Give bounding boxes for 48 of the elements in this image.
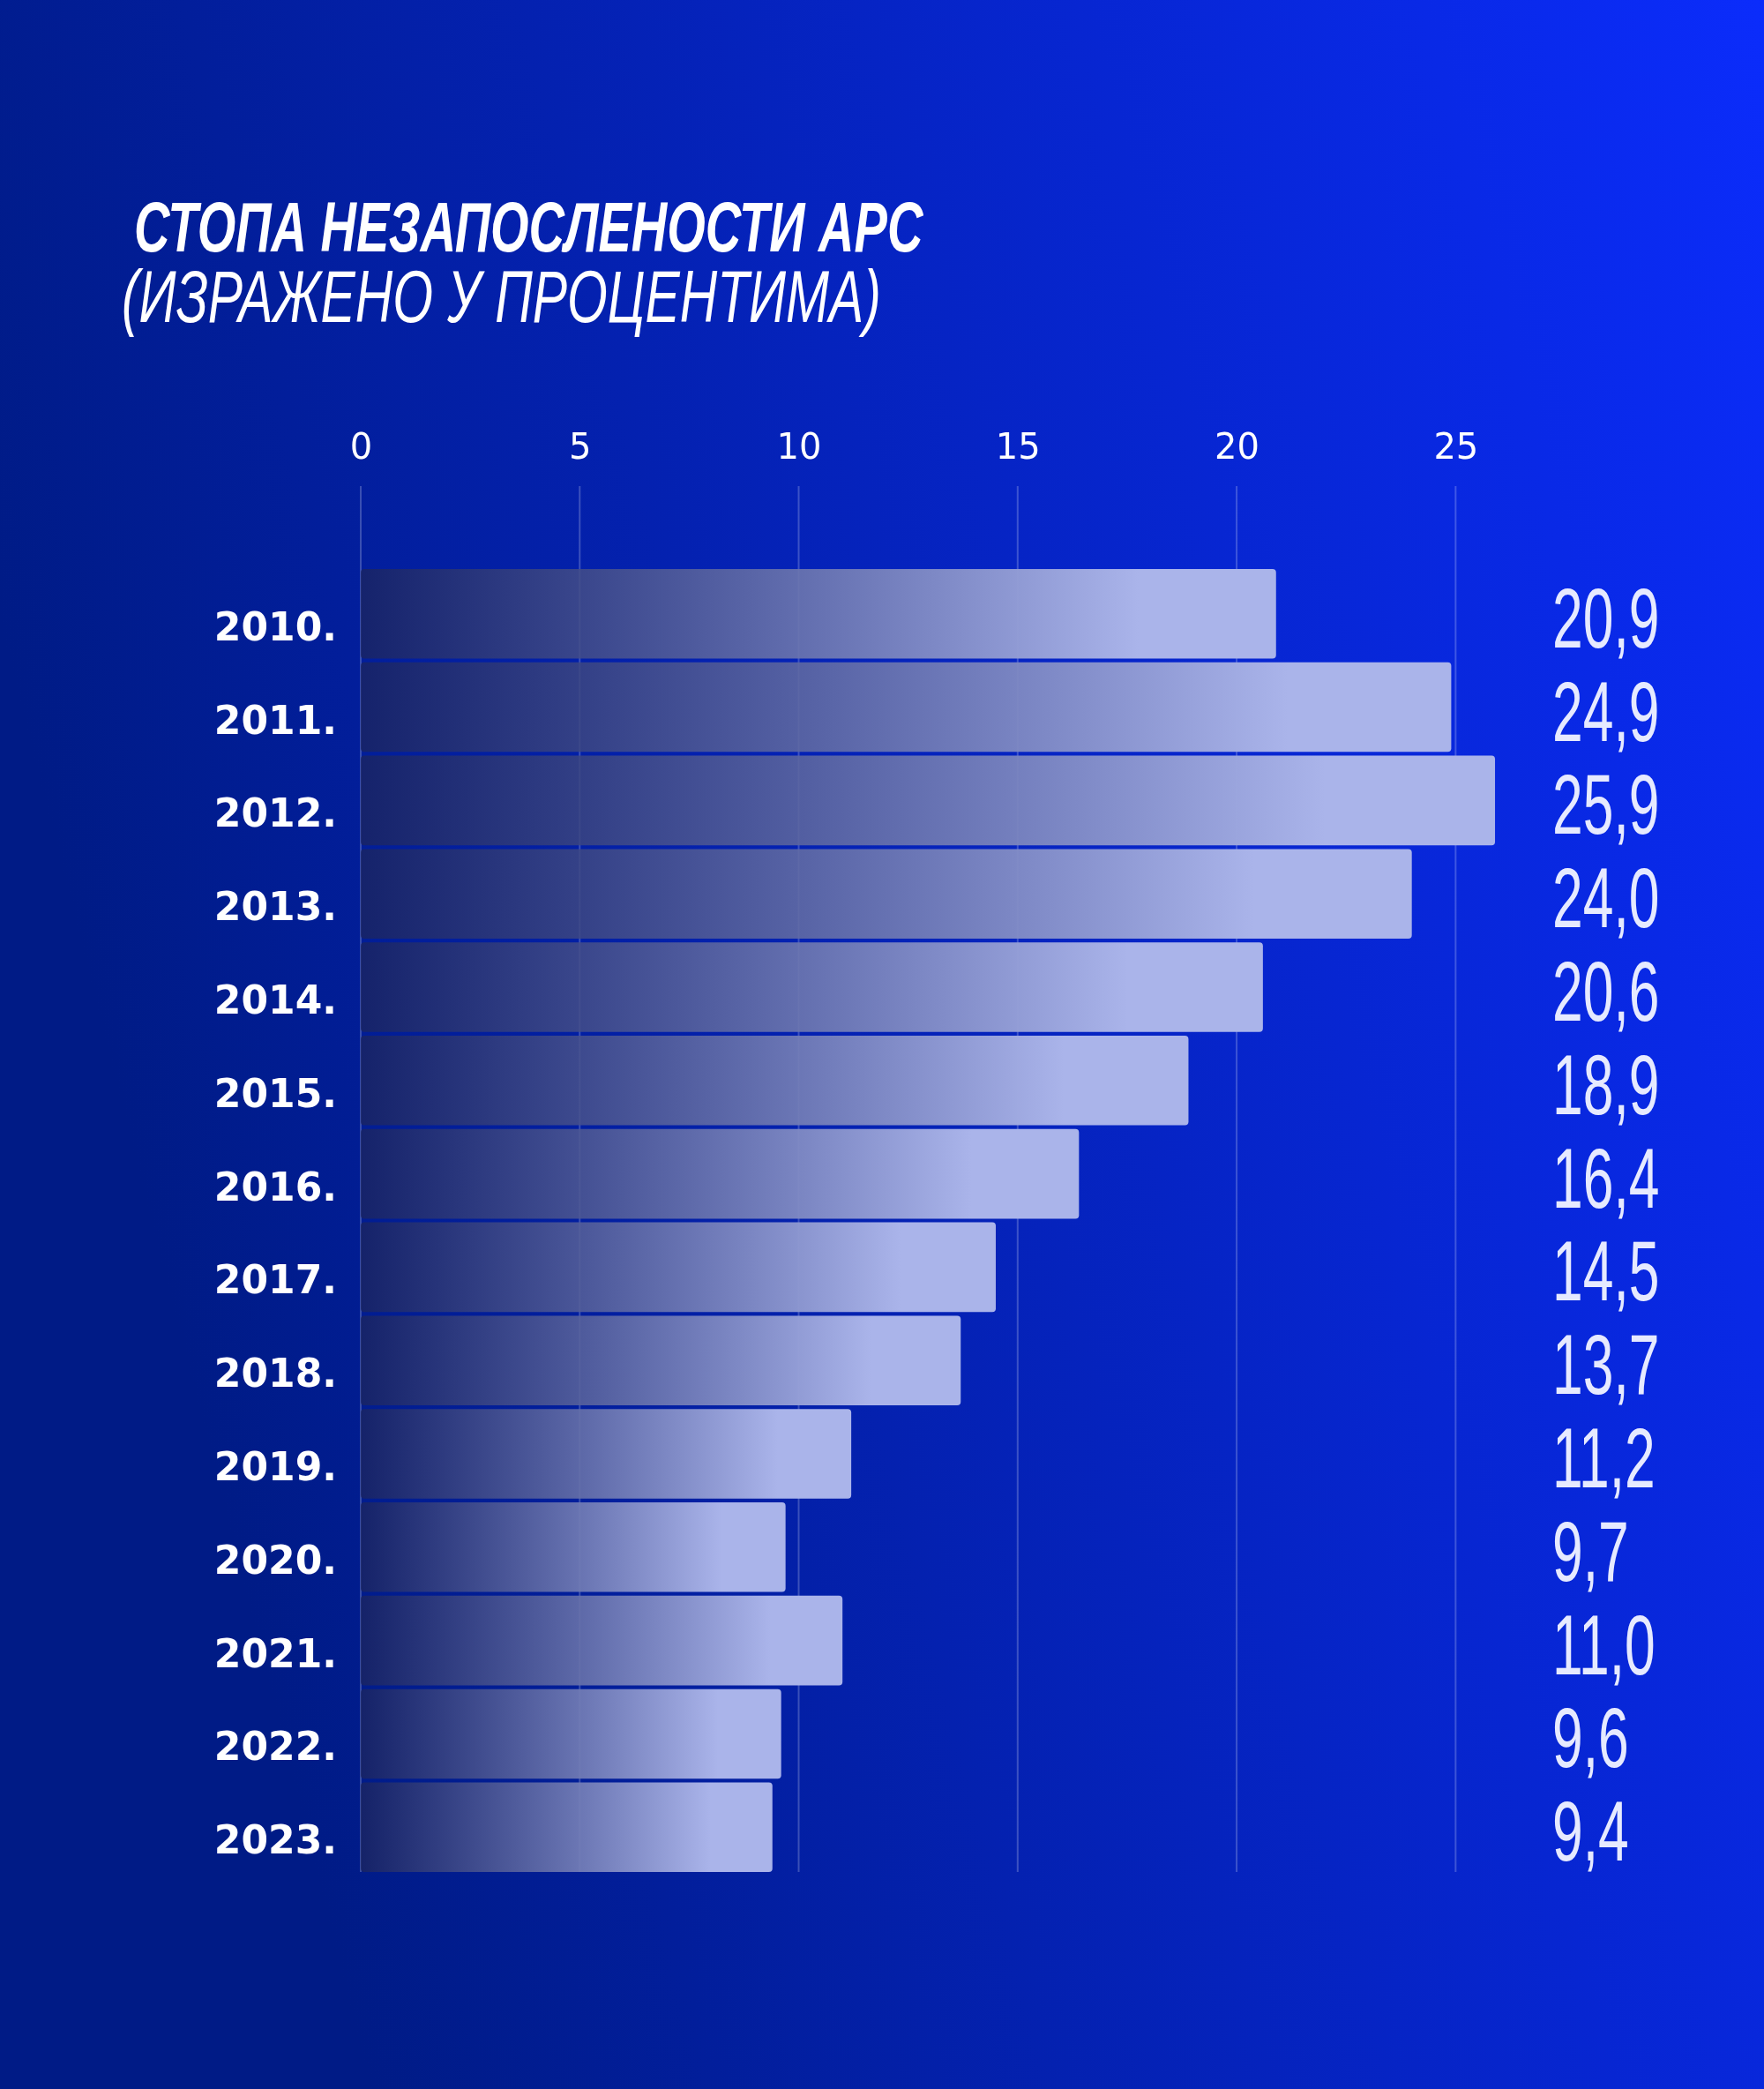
bar bbox=[361, 849, 1412, 939]
data-label: 9,6 bbox=[1552, 1690, 1629, 1786]
x-tick-label: 5 bbox=[569, 426, 592, 467]
data-label: 11,2 bbox=[1552, 1411, 1656, 1506]
y-tick-label: 2015. bbox=[213, 1070, 337, 1116]
data-label: 14,5 bbox=[1552, 1224, 1660, 1319]
bar bbox=[361, 662, 1452, 752]
y-tick-label: 2021. bbox=[213, 1630, 337, 1676]
x-tick-label: 15 bbox=[995, 426, 1041, 467]
data-label: 20,9 bbox=[1552, 571, 1660, 665]
bar bbox=[361, 1688, 781, 1779]
y-tick-label: 2017. bbox=[213, 1257, 337, 1303]
data-label: 20,6 bbox=[1552, 944, 1660, 1039]
bar bbox=[361, 1128, 1080, 1219]
bar bbox=[361, 1782, 773, 1872]
bar bbox=[361, 1036, 1189, 1126]
y-tick-label: 2016. bbox=[213, 1164, 337, 1209]
data-label: 24,9 bbox=[1552, 664, 1660, 759]
y-tick-label: 2023. bbox=[213, 1817, 337, 1863]
bar bbox=[361, 1222, 996, 1313]
data-label: 9,4 bbox=[1552, 1784, 1629, 1879]
x-tick-label: 10 bbox=[776, 426, 822, 467]
data-label: 11,0 bbox=[1552, 1598, 1656, 1692]
data-label: 18,9 bbox=[1552, 1037, 1660, 1132]
y-tick-label: 2022. bbox=[213, 1724, 337, 1770]
y-tick-label: 2011. bbox=[213, 697, 337, 743]
y-tick-label: 2018. bbox=[213, 1351, 337, 1396]
y-tick-label: 2012. bbox=[213, 790, 337, 836]
y-tick-label: 2019. bbox=[213, 1444, 337, 1490]
data-label: 25,9 bbox=[1552, 757, 1660, 852]
y-tick-label: 2013. bbox=[213, 884, 337, 930]
x-tick-label: 0 bbox=[349, 426, 373, 467]
y-tick-label: 2020. bbox=[213, 1537, 337, 1583]
bar bbox=[361, 1315, 961, 1405]
y-tick-label: 2010. bbox=[213, 603, 337, 649]
x-tick-label: 20 bbox=[1215, 426, 1260, 467]
bar bbox=[361, 755, 1496, 846]
data-label: 16,4 bbox=[1552, 1131, 1660, 1225]
y-tick-label: 2014. bbox=[213, 977, 337, 1022]
bar bbox=[361, 1502, 786, 1592]
data-label: 9,7 bbox=[1552, 1504, 1629, 1599]
bar bbox=[361, 942, 1263, 1032]
bar bbox=[361, 569, 1276, 659]
bar bbox=[361, 1595, 843, 1686]
x-tick-label: 25 bbox=[1433, 426, 1479, 467]
bar bbox=[361, 1409, 852, 1499]
data-label: 13,7 bbox=[1552, 1317, 1660, 1412]
data-label: 24,0 bbox=[1552, 850, 1660, 946]
